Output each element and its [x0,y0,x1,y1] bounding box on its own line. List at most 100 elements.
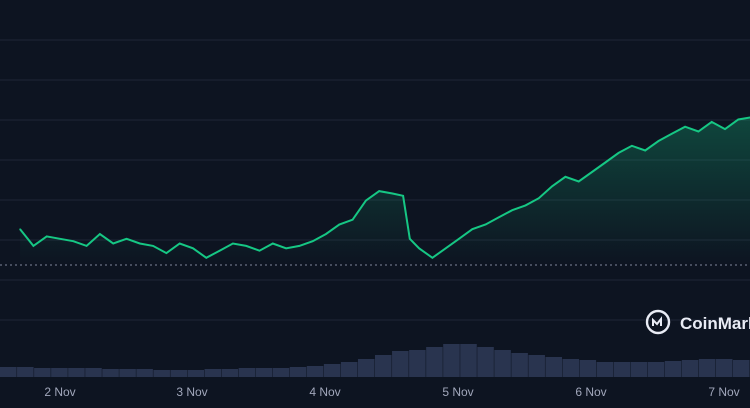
price-point [311,240,314,242]
logo-mark [652,316,662,326]
price-point [617,152,620,154]
price-point [351,218,354,221]
price-point [604,161,607,164]
x-axis: 2 Nov 3 Nov 4 Nov 5 Nov 6 Nov 7 Nov [44,385,739,399]
x-tick-label: 2 Nov [44,385,75,399]
volume-bar [545,357,562,377]
volume-bar [102,369,119,377]
volume-bar [647,362,665,377]
x-tick-label: 4 Nov [309,385,340,399]
price-point [218,249,221,252]
price-point [671,133,673,135]
price-point [697,130,700,133]
price-point [205,257,208,259]
price-point [402,195,404,197]
x-tick-label: 3 Nov [176,385,207,399]
price-point [32,245,35,247]
price-point [591,171,593,173]
price-point [524,204,527,207]
volume-bar [17,367,34,377]
volume-bar [426,347,443,377]
volume-bar [306,366,324,377]
price-point [125,237,128,240]
volume-bar [443,344,460,377]
volume-bar [272,368,290,377]
coinmarketcap-watermark: CoinMark [645,309,750,335]
price-point [378,190,381,192]
price-point [232,242,234,245]
price-points [19,118,740,259]
price-point [391,192,394,195]
price-point [365,199,367,202]
price-point [471,228,474,231]
price-point [431,257,434,259]
volume-bar [511,353,528,377]
volume-bar [732,360,750,377]
price-point [99,233,101,235]
price-point [564,175,567,178]
price-point [245,245,247,247]
price-point [710,121,713,123]
volume-bar [715,359,733,377]
price-point [724,128,726,130]
price-point [408,237,411,240]
price-point [72,240,75,242]
volume-bar [238,368,256,377]
volume-bar [596,362,614,377]
volume-bar [494,350,511,377]
price-point [45,235,48,238]
volume-bar [664,361,682,377]
price-point [577,180,580,183]
volume-bar [562,359,580,377]
volume-bar [119,369,136,377]
price-point [631,144,633,147]
price-point [165,252,168,254]
price-point [139,242,141,245]
volume-bar [528,355,545,377]
x-tick-label: 6 Nov [575,385,606,399]
volume-bar [613,362,631,377]
volume-bars [0,344,750,377]
volume-bar [323,364,341,377]
price-point [285,247,287,250]
price-point [684,125,686,128]
volume-bar [187,370,205,377]
volume-bar [477,347,494,377]
volume-bar [221,369,239,377]
volume-bar [136,369,153,377]
price-point [272,242,274,245]
price-point [338,223,341,226]
price-point [298,245,301,247]
price-point [657,140,660,142]
x-tick-label: 7 Nov [708,385,739,399]
price-point [458,237,460,240]
price-point [551,185,553,188]
volume-bar [460,344,477,377]
watermark-text: CoinMark [680,314,750,333]
price-point [258,249,261,252]
price-point [19,228,21,231]
volume-bar [392,351,409,377]
volume-bar [0,367,17,377]
price-point [178,242,181,245]
price-point [498,216,500,219]
price-point [737,118,740,121]
volume-bar [681,360,699,377]
price-point [152,245,154,247]
price-area [20,117,750,265]
price-point [538,197,540,200]
volume-bar [34,368,51,377]
price-point [59,237,61,240]
volume-bar [51,368,68,377]
volume-bar [170,370,187,377]
volume-bar [698,359,716,377]
x-tick-label: 5 Nov [442,385,473,399]
price-point [511,209,513,211]
volume-bar [357,359,375,377]
price-point [85,245,88,247]
price-point [418,247,420,250]
volume-bar [630,362,648,377]
volume-bar [255,368,273,377]
price-point [644,149,646,152]
